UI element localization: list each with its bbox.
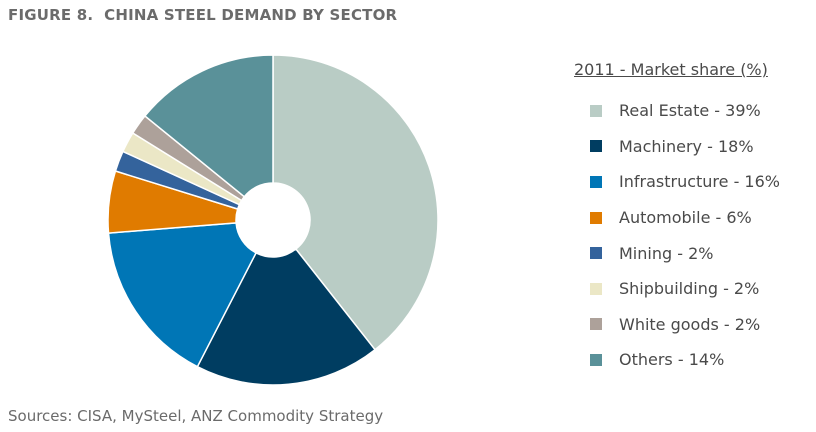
legend-label: Shipbuilding - 2%: [619, 279, 760, 299]
figure-title: FIGURE 8. CHINA STEEL DEMAND BY SECTOR: [8, 6, 398, 24]
pie-slice-machinery: [196, 248, 377, 386]
legend-title: 2011 - Market share (%): [574, 60, 768, 79]
legend-label: Others - 14%: [619, 350, 725, 370]
legend-swatch: [590, 175, 602, 188]
legend-item-infrastructure: Infrastructure - 16%: [590, 164, 780, 200]
legend-swatch: [590, 211, 602, 224]
legend-label: Real Estate - 39%: [619, 101, 761, 121]
legend-label: Machinery - 18%: [619, 136, 754, 156]
legend-swatch: [590, 353, 602, 366]
legend-swatch: [590, 140, 602, 153]
legend-item-white-goods: White goods - 2%: [590, 307, 780, 343]
legend-item-mining: Mining - 2%: [590, 235, 780, 271]
legend-label: Infrastructure - 16%: [619, 172, 780, 192]
donut-chart: [107, 54, 439, 386]
legend-label: Mining - 2%: [619, 243, 714, 263]
legend-item-others: Others - 14%: [590, 342, 780, 378]
pie-slice-infrastructure: [107, 222, 258, 368]
legend-item-shipbuilding: Shipbuilding - 2%: [590, 271, 780, 307]
legend-swatch: [590, 247, 602, 260]
legend-item-real-estate: Real Estate - 39%: [590, 93, 780, 129]
legend-swatch: [590, 318, 602, 331]
legend-item-automobile: Automobile - 6%: [590, 200, 780, 236]
legend-label: Automobile - 6%: [619, 208, 752, 228]
legend-item-machinery: Machinery - 18%: [590, 129, 780, 165]
pie-slice-others: [143, 54, 274, 198]
legend-swatch: [590, 104, 602, 117]
legend-label: White goods - 2%: [619, 314, 761, 334]
legend: Real Estate - 39% Machinery - 18% Infrastr…: [590, 93, 780, 378]
legend-swatch: [590, 282, 602, 295]
pie-slice-real-estate: [272, 54, 439, 351]
sources-note: Sources: CISA, MySteel, ANZ Commodity St…: [8, 407, 384, 425]
